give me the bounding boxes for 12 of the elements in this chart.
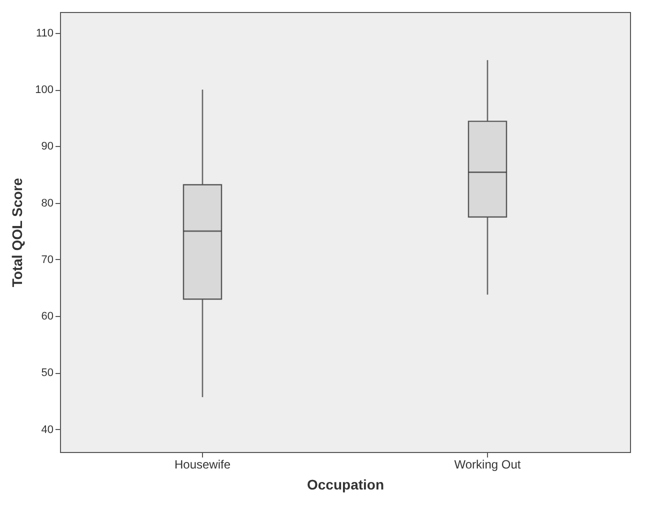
y-tick-label: 60 xyxy=(41,310,54,323)
y-axis-title: Total QOL Score xyxy=(9,178,26,288)
y-tick-label: 50 xyxy=(41,367,54,380)
x-tick-label: Working Out xyxy=(454,458,522,472)
x-axis-title: Occupation xyxy=(306,476,384,492)
y-tick-label: 110 xyxy=(36,27,54,40)
y-tick-label: 100 xyxy=(35,84,54,96)
y-tick-label: 90 xyxy=(41,140,54,153)
y-tick-label: 70 xyxy=(41,254,54,266)
y-tick-label: 40 xyxy=(41,424,54,436)
y-tick-label: 80 xyxy=(41,197,54,210)
x-tick-label: Housewife xyxy=(174,458,231,472)
